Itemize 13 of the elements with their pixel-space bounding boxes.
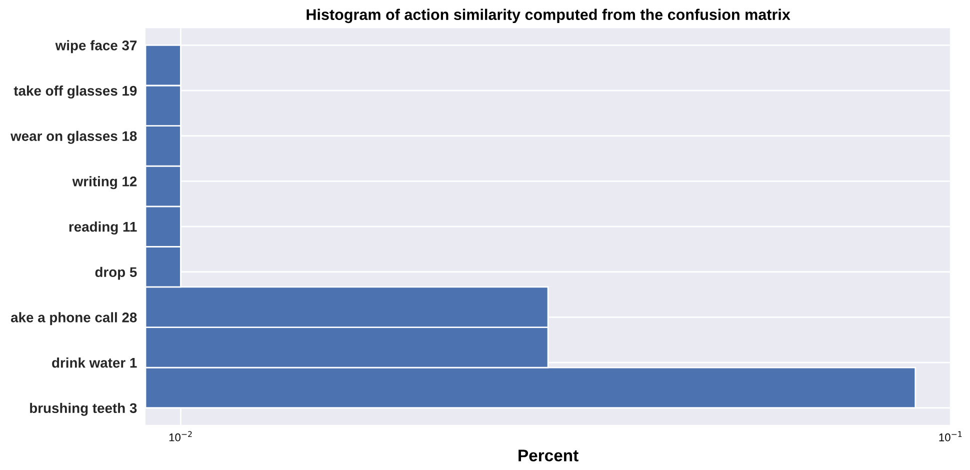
x-axis-title: Percent — [518, 450, 578, 462]
y-tick-label: reading 11 — [69, 222, 137, 235]
y-tick-label: writing 12 — [72, 176, 137, 190]
y-tick-label: ake a phone call 28 — [10, 312, 137, 326]
y-tick-label: wipe face 37 — [55, 40, 137, 54]
y-tick-label: drink water 1 — [52, 358, 137, 368]
chart-title: Histogram of action similarity computed from the confusion matrix — [306, 8, 790, 24]
y-tick-label: brushing teeth 3 — [30, 402, 137, 416]
x-tick-label: 10$^{−2}$ — [169, 431, 192, 442]
x-tick-label: 10$^{−1}$ — [939, 431, 962, 442]
y-tick-label: take off glasses 19 — [14, 86, 137, 99]
y-tick-label: drop 5 — [95, 266, 137, 280]
y-tick-label: wear on glasses 18 — [10, 130, 137, 144]
